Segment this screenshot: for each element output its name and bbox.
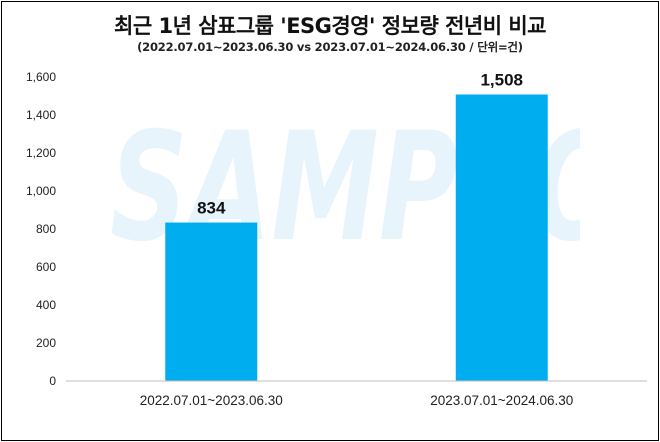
x-category-label: 2023.07.01~2024.06.30 bbox=[430, 393, 573, 408]
y-tick-label: 400 bbox=[36, 298, 56, 312]
y-tick-label: 800 bbox=[36, 222, 56, 236]
bar-value-label: 1,508 bbox=[480, 70, 523, 89]
y-tick-label: 200 bbox=[36, 336, 56, 350]
y-tick-label: 600 bbox=[36, 260, 56, 274]
chart-title: 최근 1년 삼표그룹 'ESG경영' 정보량 전년비 비교 bbox=[114, 14, 546, 38]
y-tick-label: 1,400 bbox=[26, 108, 56, 122]
y-tick-label: 1,600 bbox=[26, 70, 56, 84]
bar-2 bbox=[455, 94, 548, 381]
y-tick-label: 1,200 bbox=[26, 146, 56, 160]
y-tick-label: 0 bbox=[49, 374, 56, 388]
y-tick-label: 1,000 bbox=[26, 184, 56, 198]
bar-1 bbox=[165, 222, 258, 381]
bar-value-label: 834 bbox=[197, 199, 226, 218]
x-category-label: 2022.07.01~2023.06.30 bbox=[140, 393, 283, 408]
chart-subtitle: (2022.07.01~2023.06.30 vs 2023.07.01~202… bbox=[137, 40, 523, 54]
